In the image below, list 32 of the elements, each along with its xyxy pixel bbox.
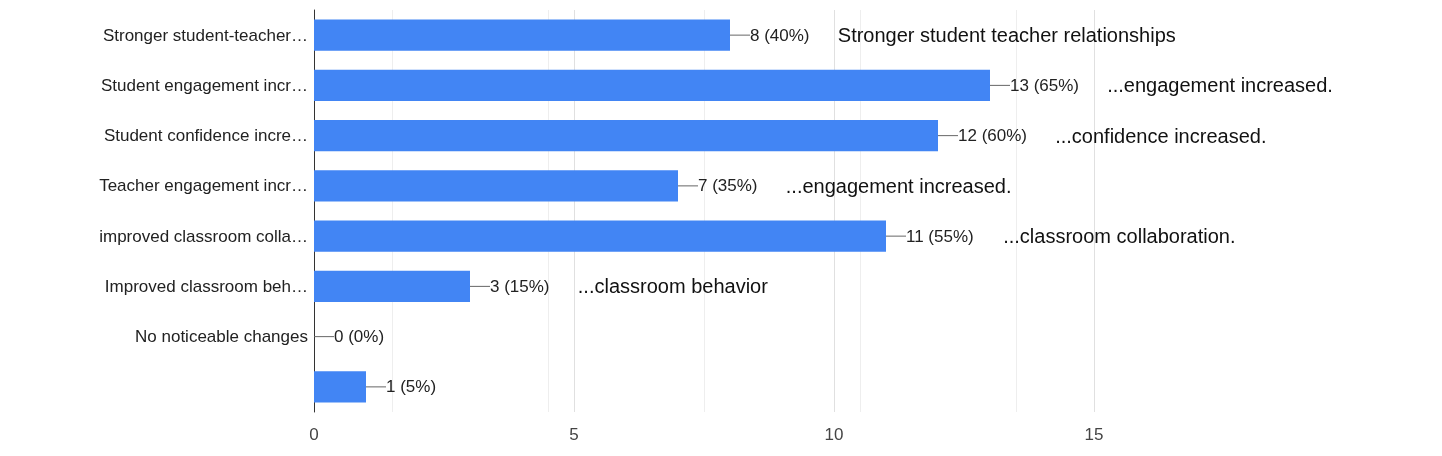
x-tick-label: 5 [569, 425, 579, 444]
text: ...engagement increased. [1107, 74, 1333, 97]
data-label: 11 (55%) [906, 226, 974, 246]
annotation: Stronger student teacher relationships [837, 24, 1176, 47]
x-tick-label: 0 [309, 425, 319, 444]
y-tick-label: improved classroom colla… [99, 226, 308, 246]
bar [314, 371, 366, 403]
bar [314, 220, 886, 252]
y-tick-label: Student confidence incre… [103, 126, 308, 146]
y-tick-label: No noticeable changes [135, 327, 308, 347]
y-tick-label: Teacher engagement incr… [99, 176, 308, 196]
annotation: ...classroom behavior [577, 275, 769, 298]
bar [314, 270, 470, 302]
data-label: 3 (15%) [490, 276, 550, 296]
data-label: 7 (35%) [698, 176, 758, 196]
annotation: ...classroom collaboration. [1003, 225, 1236, 248]
annotation: ...confidence increased. [1055, 124, 1267, 147]
bar [314, 120, 938, 152]
bar [314, 170, 678, 202]
data-label: 12 (60%) [958, 126, 1027, 146]
bar [314, 69, 990, 101]
x-tick-label: 15 [1084, 425, 1104, 444]
data-label: 1 (5%) [386, 377, 437, 397]
data-label: 0 (0%) [334, 327, 385, 347]
x-tick-label: 10 [824, 425, 844, 444]
y-tick-label: Improved classroom beh… [104, 276, 308, 296]
y-tick-label: Student engagement incr… [101, 75, 308, 95]
bar [314, 19, 730, 51]
data-label: 13 (65%) [1010, 75, 1079, 95]
annotation: ...engagement increased. [785, 174, 1012, 197]
data-label: 8 (40%) [750, 25, 810, 45]
y-tick-label: Stronger student-teacher… [102, 25, 308, 45]
